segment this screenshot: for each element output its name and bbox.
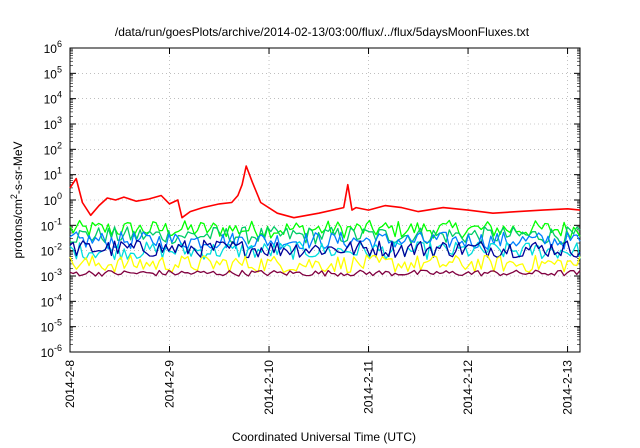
- x-tick-label: 2014-2-9: [163, 360, 177, 408]
- y-tick-label: 10-4: [41, 292, 62, 309]
- y-tick-label: 103: [44, 115, 62, 132]
- axes-ticks: 106 105 104 103 102 101 100 10-1 10-2 10-3 10-4 10-…: [41, 39, 580, 415]
- y-tick-label: 10-1: [41, 216, 62, 233]
- series-line-7: [69, 269, 581, 277]
- series-line-3: [69, 231, 581, 250]
- y-tick-label: 105: [44, 64, 62, 81]
- y-tick-label: 10-5: [41, 318, 62, 335]
- x-tick-label: 2014-2-8: [63, 360, 77, 408]
- y-axis-label-post: -s-sr-MeV: [11, 141, 25, 194]
- x-tick-label: 2014-2-10: [262, 360, 276, 415]
- series-line-6: [69, 254, 581, 274]
- series-layer: [69, 165, 581, 277]
- x-tick-label: 2014-2-12: [461, 360, 475, 415]
- chart-title: /data/run/goesPlots/archive/2014-02-13/0…: [115, 25, 530, 39]
- y-tick-label: 102: [44, 140, 62, 157]
- y-axis-label: protons/cm2-s-sr-MeV: [9, 141, 25, 258]
- series-line-0: [69, 165, 581, 219]
- y-tick-label: 10-6: [41, 343, 62, 360]
- y-tick-label: 100: [44, 191, 62, 208]
- series-line-5: [69, 239, 581, 259]
- y-axis-label-sup: 2: [9, 194, 19, 199]
- y-tick-label: 106: [44, 39, 62, 56]
- x-tick-label: 2014-2-11: [362, 360, 376, 414]
- y-tick-label: 10-3: [41, 267, 62, 284]
- x-tick-label: 2014-2-13: [561, 360, 575, 415]
- y-axis-label-pre: protons/cm: [11, 199, 25, 258]
- x-axis-label: Coordinated Universal Time (UTC): [232, 430, 416, 444]
- y-tick-label: 104: [44, 90, 62, 107]
- y-tick-label: 10-2: [41, 242, 62, 259]
- y-tick-label: 101: [44, 166, 62, 183]
